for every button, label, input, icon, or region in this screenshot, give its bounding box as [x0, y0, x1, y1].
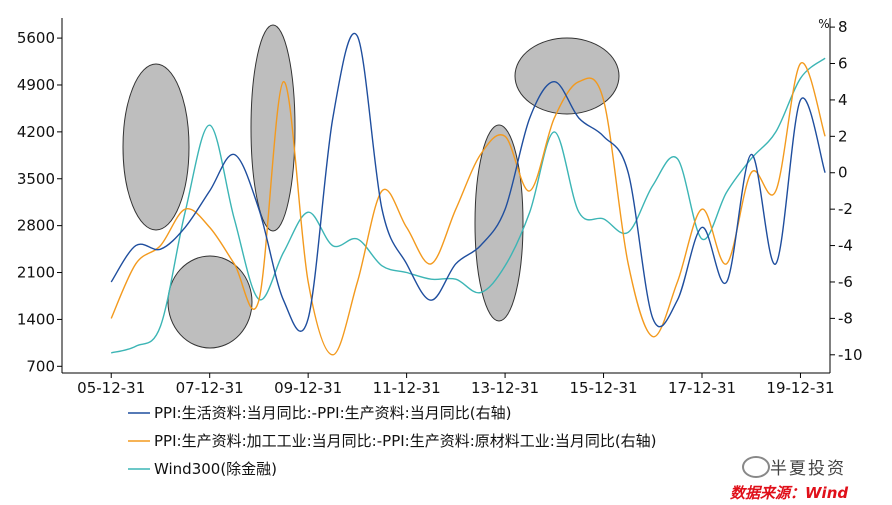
x-tick-label: 05-12-31 — [77, 379, 145, 397]
x-tick-label: 15-12-31 — [569, 379, 637, 397]
left-tick-label: 2800 — [17, 217, 55, 235]
wechat-icon — [742, 456, 770, 478]
left-tick-label: 4900 — [17, 76, 55, 94]
left-tick-label: 3500 — [17, 170, 55, 188]
x-tick-label: 17-12-31 — [668, 379, 736, 397]
right-tick-label: 0 — [838, 164, 848, 182]
watermark-source: 数据来源：Wind — [730, 484, 849, 502]
left-tick-label: 2100 — [17, 264, 55, 282]
x-tick-label: 11-12-31 — [373, 379, 441, 397]
axes: 700 1400 2100 2800 3500 4200 4900 5600 -10 -8 -6 -4… — [17, 17, 863, 397]
right-tick-label: 8 — [838, 18, 848, 36]
left-tick-label: 1400 — [17, 310, 55, 328]
right-tick-label: -6 — [838, 273, 853, 291]
series-line-2 — [110, 62, 826, 356]
series-line-1 — [110, 32, 826, 332]
left-tick-label: 5600 — [17, 29, 55, 47]
left-tick-label: 4200 — [17, 123, 55, 141]
legend: PPI:生活资料:当月同比:-PPI:生产资料:当月同比(右轴) PPI:生产资料… — [128, 404, 657, 478]
highlight-ellipse — [250, 24, 296, 232]
right-tick-label: 6 — [838, 55, 848, 73]
watermark-brand: 半夏投资 — [770, 459, 846, 479]
highlight-ellipse — [122, 63, 190, 231]
x-tick-label: 09-12-31 — [274, 379, 342, 397]
right-axis-unit: % — [818, 17, 829, 31]
series-line-3 — [111, 57, 826, 354]
right-tick-label: -2 — [838, 200, 853, 218]
right-tick-label: -8 — [838, 309, 853, 327]
right-tick-label: 4 — [838, 91, 848, 109]
left-tick-label: 700 — [26, 357, 55, 375]
legend-label-2: PPI:生产资料:加工工业:当月同比:-PPI:生产资料:原材料工业:当月同比(… — [154, 432, 657, 450]
legend-label-3: Wind300(除金融) — [154, 460, 277, 478]
series-layer — [110, 32, 826, 356]
highlight-ellipses — [122, 24, 620, 349]
right-tick-label: -10 — [838, 346, 863, 364]
x-tick-label: 13-12-31 — [471, 379, 539, 397]
right-tick-label: 2 — [838, 127, 848, 145]
x-tick-label: 19-12-31 — [766, 379, 834, 397]
right-tick-label: -4 — [838, 237, 853, 255]
highlight-ellipse — [167, 255, 253, 349]
x-tick-label: 07-12-31 — [176, 379, 244, 397]
highlight-ellipse — [514, 37, 620, 115]
legend-label-1: PPI:生活资料:当月同比:-PPI:生产资料:当月同比(右轴) — [154, 404, 511, 422]
